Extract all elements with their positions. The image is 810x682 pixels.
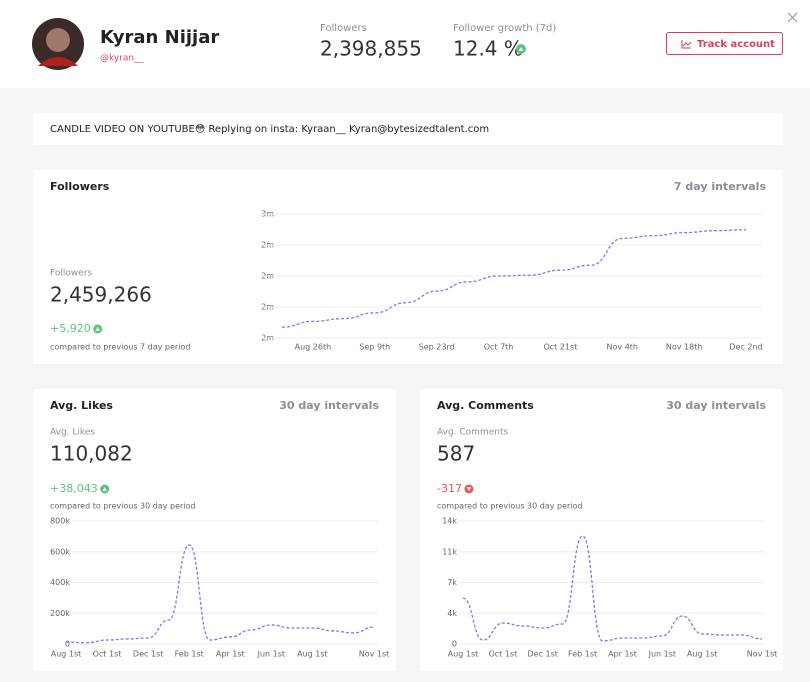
x-tick-label: Dec 1st: [528, 650, 558, 659]
panel-card: [33, 170, 783, 364]
panel-card: [33, 389, 396, 671]
followers-value: 2,398,855: [320, 37, 422, 61]
panel-title: Avg. Likes: [50, 399, 113, 412]
x-tick-label: Oct 1st: [93, 650, 122, 659]
track-button-label[interactable]: Track account: [697, 39, 775, 50]
change-arrow: [102, 487, 108, 491]
x-tick-label: Nov 18th: [666, 343, 703, 352]
y-tick-label: 7k: [447, 578, 457, 587]
x-tick-label: Aug 1st: [687, 650, 718, 659]
x-tick-label: Sep 9th: [359, 343, 390, 352]
x-tick-label: Jun 1st: [648, 650, 676, 659]
stat-value: 587: [437, 442, 475, 466]
x-tick-label: Aug 1st: [51, 650, 82, 659]
x-tick-label: Sep 23rd: [419, 343, 455, 352]
stat-value: 2,459,266: [50, 283, 152, 307]
y-tick-label: 14k: [442, 517, 457, 526]
panel-title: Avg. Comments: [437, 399, 534, 412]
x-tick-label: Oct 7th: [484, 343, 514, 352]
y-tick-label: 4k: [447, 609, 457, 618]
x-tick-label: Oct 21st: [543, 343, 577, 352]
bio-text: CANDLE VIDEO ON YOUTUBE😳 Replying on ins…: [50, 124, 489, 135]
x-tick-label: Feb 1st: [568, 650, 597, 659]
x-tick-label: Aug 1st: [297, 650, 328, 659]
compare-text: compared to previous 30 day period: [50, 502, 196, 511]
track-icon: [681, 40, 692, 49]
panel-interval: 30 day intervals: [279, 399, 379, 412]
panel-interval: 7 day intervals: [674, 180, 767, 193]
growth-value: 12.4 %: [453, 37, 523, 61]
stat-label: Avg. Likes: [50, 428, 95, 438]
compare-text: compared to previous 7 day period: [50, 343, 190, 352]
track-button-box[interactable]: [666, 32, 783, 55]
x-tick-label: Nov 4th: [607, 343, 638, 352]
x-tick-label: Nov 1st: [747, 650, 778, 659]
profile-name: Kyran Nijjar: [100, 27, 219, 48]
x-tick-label: Aug 1st: [448, 650, 479, 659]
x-tick-label: Nov 1st: [359, 650, 390, 659]
stat-change: -317: [437, 482, 462, 495]
x-tick-label: Aug 26th: [295, 343, 332, 352]
stat-change: +5,920: [50, 322, 91, 335]
followers-label: Followers: [320, 23, 367, 34]
y-tick-label: 400k: [50, 578, 70, 587]
y-tick-label: 0: [452, 640, 457, 649]
x-tick-label: Apr 1st: [216, 650, 245, 659]
data-line: [281, 229, 747, 328]
avatar-face: [46, 28, 70, 52]
panel-card: [420, 389, 783, 671]
close-button[interactable]: [787, 12, 798, 23]
stat-change: +38,043: [50, 482, 98, 495]
stat-label: Followers: [50, 269, 92, 279]
y-tick-label: 200k: [50, 609, 70, 618]
bio-card: [33, 113, 783, 145]
panel-interval: 30 day intervals: [666, 399, 766, 412]
x-tick-label: Dec 2nd: [729, 343, 762, 352]
x-tick-label: Dec 1st: [133, 650, 163, 659]
panel-title: Followers: [50, 180, 110, 193]
stat-value: 110,082: [50, 442, 133, 466]
growth-up-arrow: [518, 47, 524, 51]
x-tick-label: Oct 1st: [488, 650, 517, 659]
y-tick-label: 800k: [50, 517, 70, 526]
profile-handle: @kyran__: [100, 54, 144, 64]
compare-text: compared to previous 30 day period: [437, 502, 583, 511]
y-tick-label: 11k: [442, 547, 457, 556]
avatar-shirt: [38, 57, 78, 66]
y-tick-label: 600k: [50, 547, 70, 556]
stat-label: Avg. Comments: [437, 428, 508, 438]
change-arrow: [466, 487, 472, 491]
track-button[interactable]: Track account: [666, 32, 783, 55]
growth-label: Follower growth (7d): [453, 23, 556, 34]
x-tick-label: Feb 1st: [175, 650, 204, 659]
x-tick-label: Apr 1st: [608, 650, 637, 659]
y-tick-label: 0: [65, 640, 70, 649]
change-arrow: [95, 327, 101, 331]
x-tick-label: Jun 1st: [257, 650, 285, 659]
